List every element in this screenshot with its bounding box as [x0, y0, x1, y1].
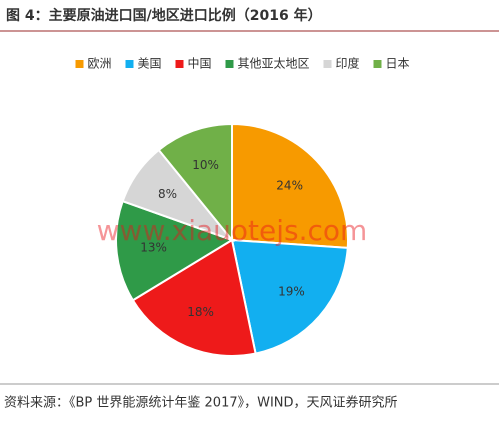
legend-label: 美国	[138, 57, 162, 71]
pie-slice	[115, 199, 235, 302]
watermark: www.xiauotejs.com	[97, 214, 368, 247]
legend-label: 欧洲	[88, 57, 112, 71]
legend-swatch	[175, 60, 184, 68]
legend-swatch	[323, 60, 332, 68]
pie-slice	[157, 122, 233, 243]
legend-swatch	[373, 60, 382, 68]
chart-title: 图 4：主要原油进口国/地区进口比例（2016 年）	[6, 7, 322, 24]
source-note: 资料来源：《BP 世界能源统计年鉴 2017》，WIND，天风证券研究所	[4, 395, 398, 411]
data-label: 13%	[140, 241, 167, 255]
legend-swatch	[75, 60, 84, 68]
legend-swatch	[125, 60, 134, 68]
data-label: 24%	[276, 179, 303, 193]
legend-label: 中国	[188, 56, 212, 71]
data-label: 10%	[192, 158, 219, 172]
pie: 24% 19% 18% 13% 8% 10%	[115, 122, 349, 357]
pie-slice	[231, 122, 349, 249]
data-label: 8%	[158, 187, 177, 201]
legend-label: 印度	[336, 56, 360, 71]
legend-swatch	[225, 60, 234, 68]
pie-slice	[230, 238, 349, 355]
legend: 欧洲 美国 中国 其他亚太地区 印度 日本	[75, 56, 410, 71]
pie-slice	[131, 238, 257, 357]
legend-label: 其他亚太地区	[238, 56, 310, 71]
data-label: 19%	[278, 284, 305, 298]
data-label: 18%	[187, 305, 214, 319]
legend-label: 日本	[386, 57, 410, 71]
